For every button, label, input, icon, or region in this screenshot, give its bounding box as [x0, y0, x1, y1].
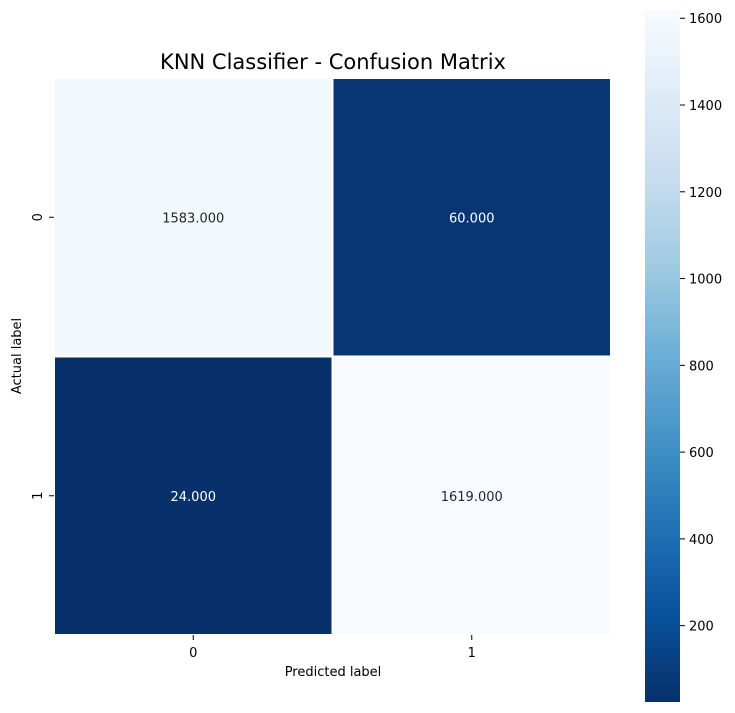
colorbar-tick-label-0: 200 — [689, 620, 714, 635]
colorbar-tick-label-1: 400 — [689, 533, 714, 548]
heatmap-cells — [53, 77, 612, 636]
colorbar-tick-label-4: 1000 — [689, 273, 722, 288]
x-axis-label: Predicted label — [285, 665, 382, 680]
cell-annotation-0-0: 1583.000 — [162, 211, 224, 226]
colorbar — [645, 10, 680, 702]
y-tick-label-1: 1 — [31, 492, 46, 500]
colorbar-tick-label-2: 600 — [689, 446, 714, 461]
colorbar-tick-label-7: 1600 — [689, 12, 722, 27]
x-tick-label-0: 0 — [189, 646, 197, 661]
x-tick-label-1: 1 — [468, 646, 476, 661]
heatmap-cell-1-0 — [53, 355, 334, 636]
heatmap-cell-0-1 — [331, 77, 612, 358]
colorbar-tick-label-5: 1200 — [689, 186, 722, 201]
colorbar-tick-label-3: 800 — [689, 359, 714, 374]
cell-annotation-1-0: 24.000 — [171, 490, 217, 505]
cell-annotations: 1583.000 60.000 24.000 1619.000 — [162, 211, 503, 505]
cell-annotation-1-1: 1619.000 — [441, 490, 503, 505]
heatmap-cell-0-0 — [53, 77, 334, 358]
cell-annotation-0-1: 60.000 — [449, 211, 495, 226]
colorbar-ticks: 200 400 600 800 1000 1200 1400 1600 — [680, 12, 722, 635]
y-axis-ticks: 01 — [31, 213, 54, 500]
y-tick-label-0: 0 — [31, 213, 46, 221]
y-axis-label: Actual label — [10, 318, 25, 394]
heatmap-cell-1-1 — [331, 355, 612, 636]
chart-title: KNN Classifier - Confusion Matrix — [160, 50, 506, 74]
colorbar-tick-label-6: 1400 — [689, 99, 722, 114]
